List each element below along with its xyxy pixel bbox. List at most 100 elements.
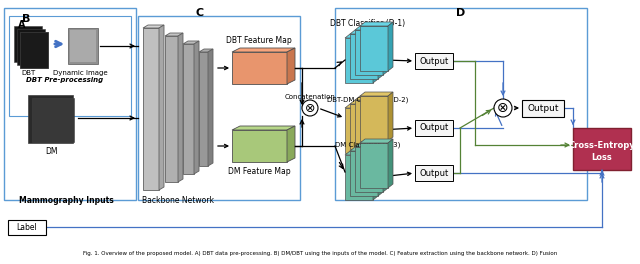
Bar	[20, 32, 48, 68]
Polygon shape	[373, 34, 378, 83]
Text: Label: Label	[17, 223, 37, 232]
Circle shape	[302, 100, 318, 116]
Bar	[415, 165, 453, 181]
Text: C: C	[196, 8, 204, 18]
Polygon shape	[355, 147, 383, 192]
Text: Output: Output	[419, 56, 449, 65]
Bar	[415, 53, 453, 69]
Bar	[573, 128, 631, 170]
Polygon shape	[208, 49, 213, 166]
Bar	[32, 98, 74, 142]
Polygon shape	[287, 126, 295, 162]
Polygon shape	[287, 48, 295, 84]
Polygon shape	[183, 44, 194, 174]
Polygon shape	[378, 30, 383, 79]
Text: DBT Classifier (D-1): DBT Classifier (D-1)	[330, 19, 406, 28]
Polygon shape	[360, 92, 393, 96]
Text: ⊗: ⊗	[497, 101, 509, 115]
Text: Cross-Entropy: Cross-Entropy	[568, 140, 636, 149]
Text: Mammography Inputs: Mammography Inputs	[19, 196, 113, 205]
Text: ⊗: ⊗	[305, 101, 316, 115]
Polygon shape	[360, 96, 388, 141]
Polygon shape	[355, 26, 388, 30]
Polygon shape	[388, 92, 393, 141]
Text: Concatenation: Concatenation	[285, 94, 335, 100]
Text: Output: Output	[419, 124, 449, 133]
Polygon shape	[383, 96, 388, 145]
Polygon shape	[194, 41, 199, 174]
Bar	[20, 32, 48, 68]
Polygon shape	[232, 130, 287, 162]
Bar	[17, 29, 45, 65]
Polygon shape	[350, 30, 383, 34]
Text: DM Feature Map: DM Feature Map	[228, 167, 291, 176]
Polygon shape	[232, 52, 287, 84]
Polygon shape	[199, 52, 208, 166]
Bar	[9, 16, 131, 116]
Polygon shape	[178, 33, 183, 182]
Text: DBT-DM Classifier (D-2): DBT-DM Classifier (D-2)	[327, 97, 409, 103]
Polygon shape	[355, 143, 388, 147]
Polygon shape	[378, 147, 383, 196]
Text: Output: Output	[419, 168, 449, 177]
Bar	[14, 26, 42, 62]
Polygon shape	[360, 22, 393, 26]
Text: D: D	[456, 8, 466, 18]
Polygon shape	[360, 143, 388, 188]
Polygon shape	[345, 108, 373, 153]
Polygon shape	[355, 30, 383, 75]
Polygon shape	[232, 126, 295, 130]
Text: DBT Pre-processing: DBT Pre-processing	[26, 77, 104, 83]
Polygon shape	[350, 104, 378, 149]
Polygon shape	[183, 41, 199, 44]
Polygon shape	[345, 151, 378, 155]
Bar	[28, 95, 73, 143]
Polygon shape	[199, 49, 213, 52]
Text: B: B	[22, 14, 30, 24]
Polygon shape	[345, 38, 373, 83]
Polygon shape	[159, 25, 164, 190]
Polygon shape	[345, 155, 373, 200]
Polygon shape	[383, 26, 388, 75]
Text: Loss: Loss	[591, 153, 612, 163]
Bar	[522, 100, 564, 117]
Text: DM: DM	[45, 147, 58, 156]
Polygon shape	[360, 26, 388, 71]
Polygon shape	[383, 143, 388, 192]
Circle shape	[494, 99, 512, 117]
Bar	[68, 28, 98, 64]
Polygon shape	[388, 22, 393, 71]
Polygon shape	[350, 100, 383, 104]
Bar	[4, 8, 136, 200]
Polygon shape	[165, 33, 183, 36]
Polygon shape	[355, 100, 383, 145]
Polygon shape	[373, 104, 378, 153]
Text: DM Classifier (D-3): DM Classifier (D-3)	[335, 142, 401, 148]
Text: Fig. 1. Overview of the proposed model. A) DBT data pre-processing. B) DM/DBT us: Fig. 1. Overview of the proposed model. …	[83, 251, 557, 256]
Polygon shape	[355, 96, 388, 100]
Text: Dynamic Image: Dynamic Image	[52, 70, 108, 76]
Polygon shape	[388, 139, 393, 188]
Polygon shape	[373, 151, 378, 200]
Bar	[415, 120, 453, 136]
Text: Output: Output	[527, 104, 559, 113]
Bar	[8, 220, 46, 235]
Polygon shape	[345, 104, 378, 108]
Polygon shape	[143, 25, 164, 28]
Polygon shape	[350, 147, 383, 151]
Bar	[335, 8, 587, 200]
Text: A: A	[18, 20, 26, 30]
Bar	[138, 16, 300, 200]
Polygon shape	[378, 100, 383, 149]
Polygon shape	[345, 34, 378, 38]
Polygon shape	[232, 48, 295, 52]
Polygon shape	[360, 139, 393, 143]
Polygon shape	[350, 151, 378, 196]
Polygon shape	[165, 36, 178, 182]
Polygon shape	[143, 28, 159, 190]
Text: DBT: DBT	[22, 70, 36, 76]
Bar	[70, 30, 96, 62]
Polygon shape	[350, 34, 378, 79]
Text: Backbone Network: Backbone Network	[142, 196, 214, 205]
Text: DBT Feature Map: DBT Feature Map	[226, 36, 292, 45]
